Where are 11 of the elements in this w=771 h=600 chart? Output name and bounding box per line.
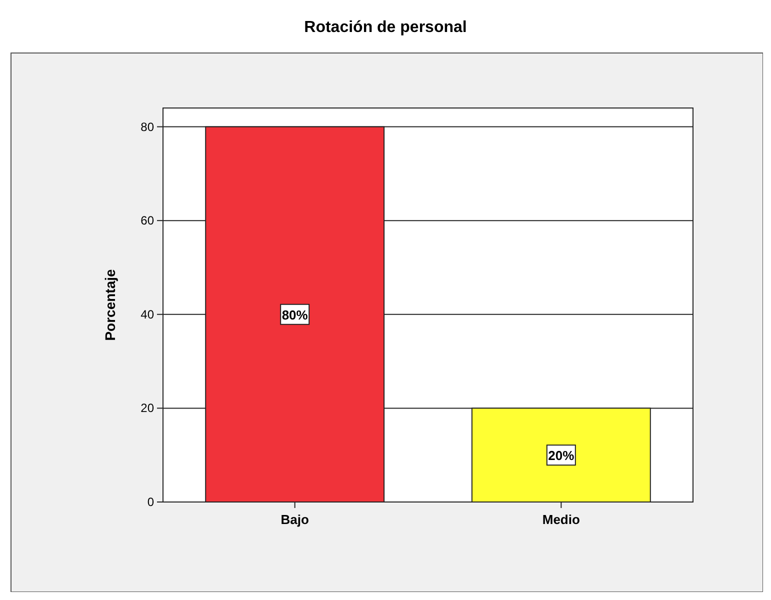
y-tick-label: 80	[140, 120, 154, 134]
y-tick-label: 20	[140, 401, 154, 416]
y-tick-label: 0	[147, 495, 154, 509]
chart-title: Rotación de personal	[304, 19, 467, 36]
y-tick-label: 40	[140, 307, 154, 322]
x-tick-label: Bajo	[280, 512, 309, 527]
data-label: 80%	[282, 307, 308, 322]
y-axis-title: Porcentaje	[102, 268, 118, 341]
x-tick-label: Medio	[542, 512, 580, 527]
data-label: 20%	[548, 448, 575, 464]
y-tick-label: 60	[140, 214, 154, 228]
